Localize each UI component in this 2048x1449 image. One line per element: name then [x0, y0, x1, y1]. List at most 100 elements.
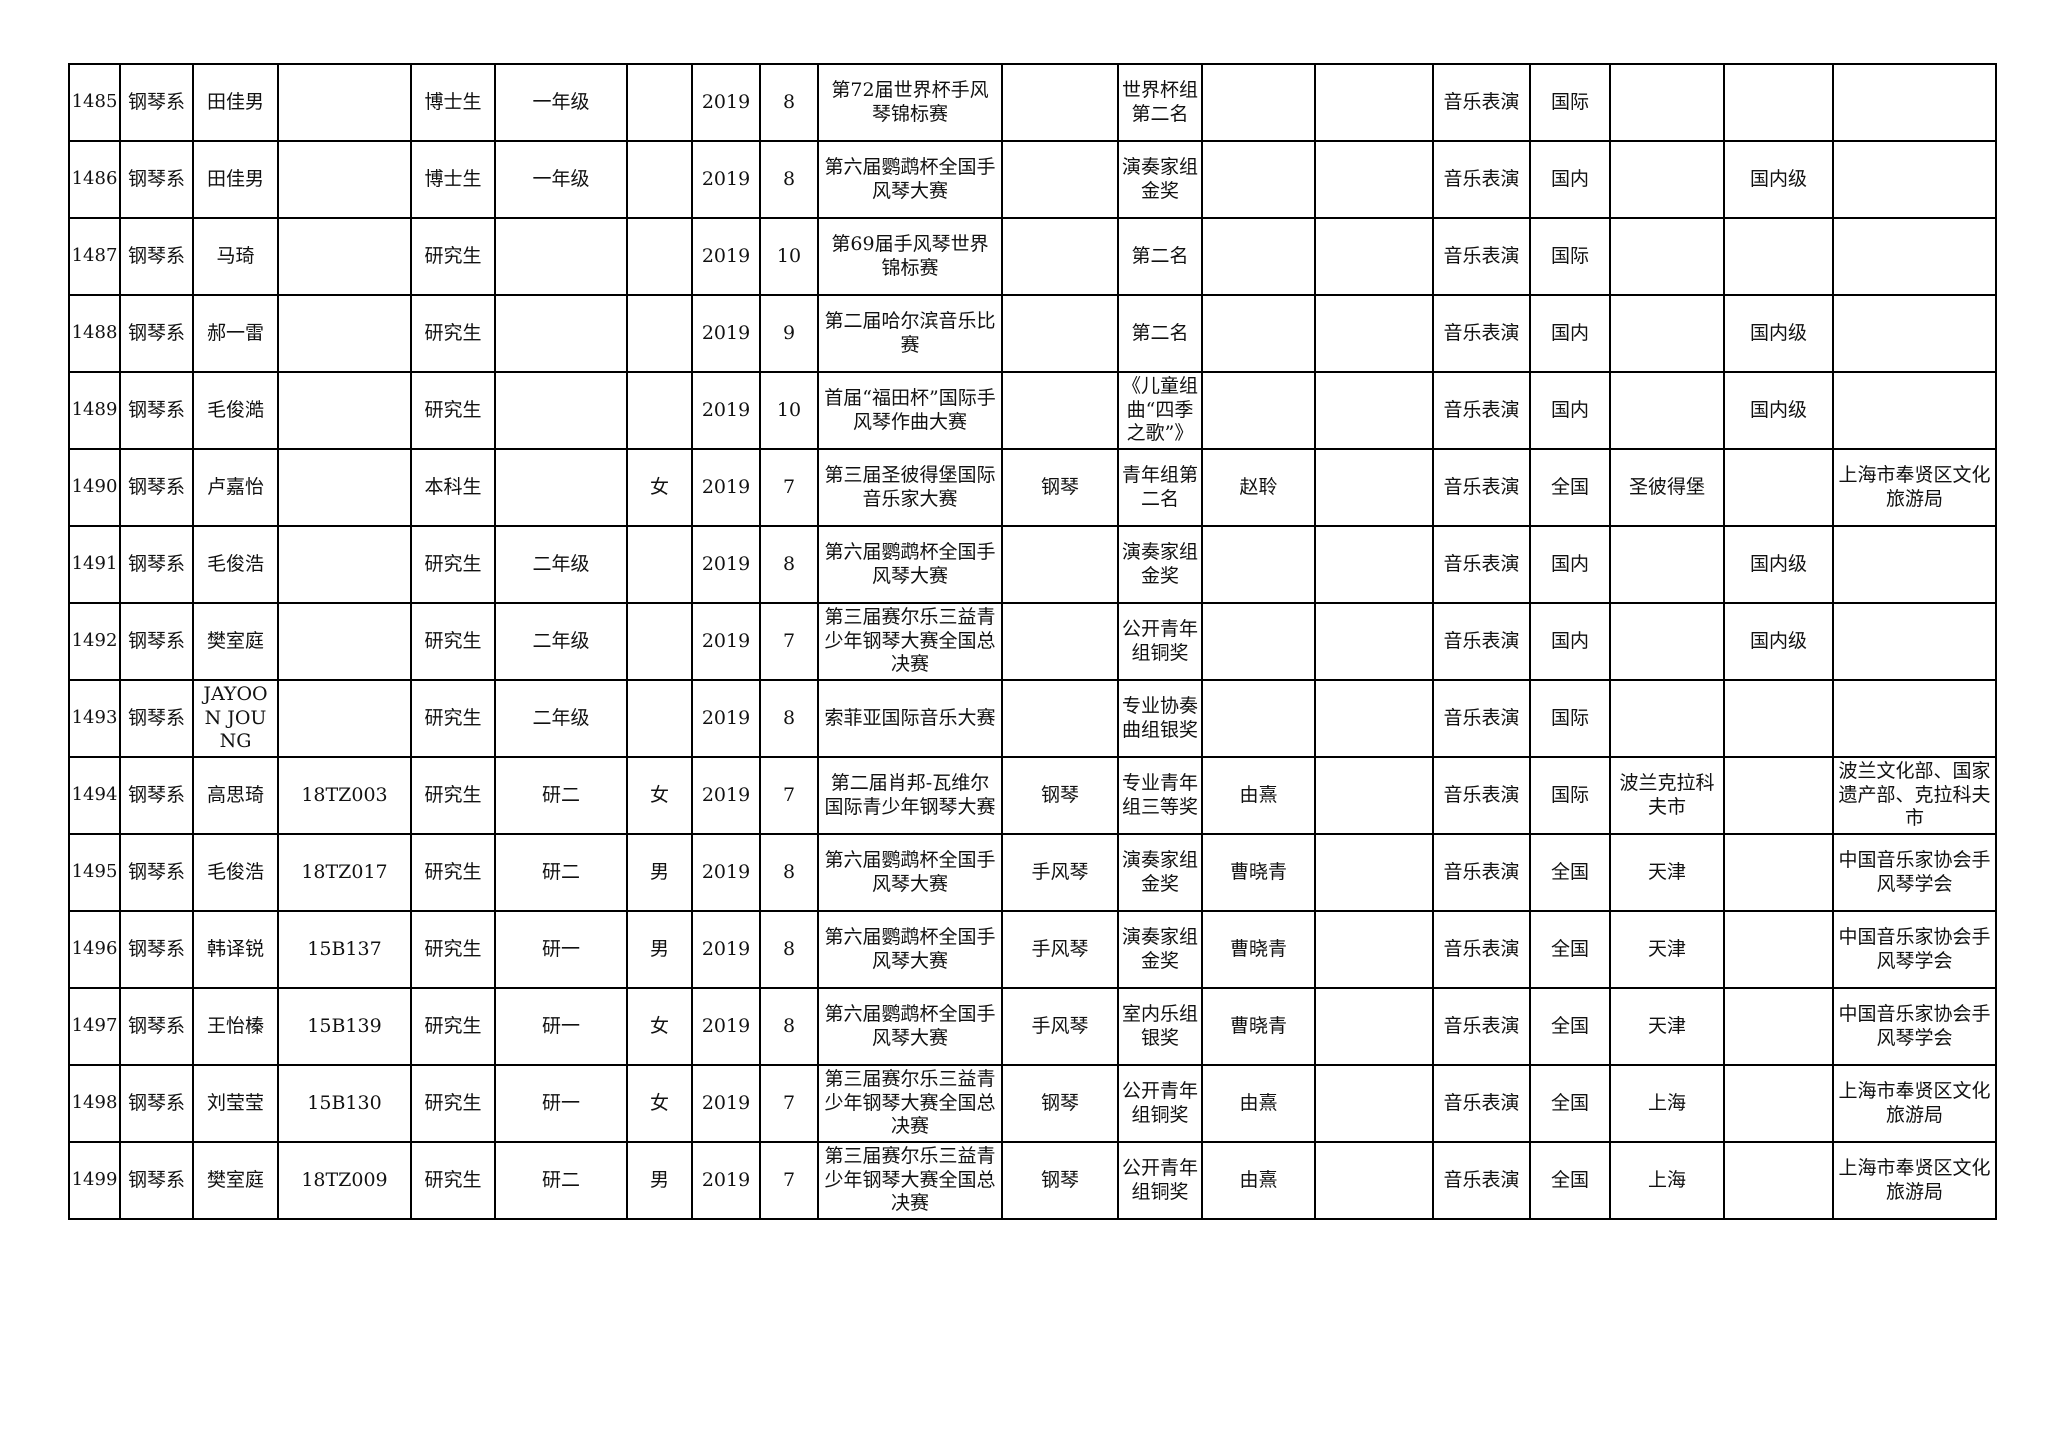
cell-month: 8 — [759, 525, 819, 604]
table-row: 1499 钢琴系 樊室庭 18TZ009 研究生 研二男 2019 7 第三届赛尔乐三益青少年钢… — [68, 1141, 1997, 1220]
cell-category: 音乐表演 — [1432, 217, 1531, 296]
cell-gender — [626, 140, 693, 219]
cell-gender — [626, 525, 693, 604]
cell-category: 音乐表演 — [1432, 371, 1531, 450]
cell-student-id: 15B137 — [277, 910, 412, 989]
cell-blank — [1314, 525, 1434, 604]
cell-rank — [1723, 217, 1834, 296]
table-row: 1495 钢琴系 毛俊浩 18TZ017 研究生 研二男 2019 8 第六届鹦鹉杯全国手风琴大… — [68, 833, 1997, 912]
cell-name: 韩译锐 — [192, 910, 279, 989]
cell-department: 钢琴系 — [119, 1064, 194, 1143]
table-row: 1486 钢琴系 田佳男 博士生 一年级 2019 8 第六届鹦鹉杯全国手风琴大赛 演奏家组金奖… — [68, 140, 1997, 219]
cell-competition: 第六届鹦鹉杯全国手风琴大赛 — [817, 910, 1003, 989]
cell-name: 高思琦 — [192, 756, 279, 835]
cell-number: 1495 — [68, 833, 121, 912]
table-body: 1485 钢琴系 田佳男 博士生 一年级 2019 8 第72届世界杯手风琴锦标赛 世界杯组第二… — [68, 63, 1997, 1220]
cell-location — [1609, 63, 1725, 142]
cell-year: 2019 — [691, 756, 761, 835]
cell-instrument — [1001, 525, 1119, 604]
table-row: 1490 钢琴系 卢嘉怡 本科生 女 2019 7 第三届圣彼得堡国际音乐家大赛 钢琴 青年组第二… — [68, 448, 1997, 527]
cell-blank — [1314, 910, 1434, 989]
cell-teacher: 曹晓青 — [1201, 910, 1316, 989]
cell-department: 钢琴系 — [119, 525, 194, 604]
cell-blank — [1314, 987, 1434, 1066]
table-row: 1487 钢琴系 马琦 研究生 2019 10 第69届手风琴世界锦标赛 第二名 音乐表演 国际 — [68, 217, 1997, 296]
cell-award: 第二名 — [1117, 294, 1203, 373]
cell-department: 钢琴系 — [119, 756, 194, 835]
cell-organizer — [1832, 140, 1997, 219]
cell-gender — [626, 63, 693, 142]
cell-level: 国内 — [1529, 140, 1611, 219]
cell-degree: 研究生 — [410, 679, 496, 758]
cell-degree: 研究生 — [410, 1141, 496, 1220]
cell-name: 郝一雷 — [192, 294, 279, 373]
cell-teacher — [1201, 602, 1316, 681]
cell-instrument: 钢琴 — [1001, 448, 1119, 527]
cell-blank — [1314, 217, 1434, 296]
cell-level: 全国 — [1529, 1064, 1611, 1143]
cell-instrument — [1001, 63, 1119, 142]
cell-organizer: 波兰文化部、国家遗产部、克拉科夫市 — [1832, 756, 1997, 835]
cell-year: 2019 — [691, 910, 761, 989]
cell-category: 音乐表演 — [1432, 602, 1531, 681]
cell-category: 音乐表演 — [1432, 525, 1531, 604]
cell-grade: 二年级 — [494, 602, 628, 681]
cell-teacher — [1201, 140, 1316, 219]
table-row: 1493 钢琴系 JAYOON JOUNG 研究生 二年级 2019 8 索菲亚国际音乐大赛 专… — [68, 679, 1997, 758]
cell-award: 专业青年组三等奖 — [1117, 756, 1203, 835]
cell-organizer — [1832, 294, 1997, 373]
table-row: 1492 钢琴系 樊室庭 研究生 二年级 2019 7 第三届赛尔乐三益青少年钢琴大赛全国总决… — [68, 602, 1997, 681]
cell-rank — [1723, 448, 1834, 527]
cell-level: 国内 — [1529, 525, 1611, 604]
cell-student-id: 18TZ009 — [277, 1141, 412, 1220]
cell-location: 天津 — [1609, 987, 1725, 1066]
cell-month: 8 — [759, 987, 819, 1066]
cell-award: 演奏家组金奖 — [1117, 525, 1203, 604]
cell-year: 2019 — [691, 602, 761, 681]
cell-student-id — [277, 63, 412, 142]
cell-competition: 第二届肖邦-瓦维尔国际青少年钢琴大赛 — [817, 756, 1003, 835]
cell-competition: 第六届鹦鹉杯全国手风琴大赛 — [817, 833, 1003, 912]
cell-rank — [1723, 833, 1834, 912]
cell-degree: 本科生 — [410, 448, 496, 527]
cell-location — [1609, 602, 1725, 681]
cell-name: 毛俊浩 — [192, 525, 279, 604]
cell-department: 钢琴系 — [119, 910, 194, 989]
cell-month: 7 — [759, 1141, 819, 1220]
cell-instrument — [1001, 679, 1119, 758]
cell-level: 全国 — [1529, 910, 1611, 989]
cell-competition: 第三届赛尔乐三益青少年钢琴大赛全国总决赛 — [817, 602, 1003, 681]
table-row: 1498 钢琴系 刘莹莹 15B130 研究生 研一女 2019 7 第三届赛尔乐三益青少年钢琴… — [68, 1064, 1997, 1143]
cell-student-id — [277, 294, 412, 373]
cell-gender: 男 — [626, 910, 693, 989]
cell-rank — [1723, 910, 1834, 989]
cell-competition: 第69届手风琴世界锦标赛 — [817, 217, 1003, 296]
cell-competition: 第三届赛尔乐三益青少年钢琴大赛全国总决赛 — [817, 1141, 1003, 1220]
cell-category: 音乐表演 — [1432, 294, 1531, 373]
cell-name: 刘莹莹 — [192, 1064, 279, 1143]
cell-instrument — [1001, 371, 1119, 450]
table-row: 1497 钢琴系 王怡榛 15B139 研究生 研一女 2019 8 第六届鹦鹉杯全国手风琴大赛… — [68, 987, 1997, 1066]
cell-category: 音乐表演 — [1432, 679, 1531, 758]
cell-blank — [1314, 63, 1434, 142]
cell-competition: 第三届圣彼得堡国际音乐家大赛 — [817, 448, 1003, 527]
cell-competition: 首届“福田杯”国际手风琴作曲大赛 — [817, 371, 1003, 450]
cell-level: 国际 — [1529, 756, 1611, 835]
cell-grade — [494, 448, 628, 527]
cell-competition: 第六届鹦鹉杯全国手风琴大赛 — [817, 525, 1003, 604]
cell-competition: 第六届鹦鹉杯全国手风琴大赛 — [817, 987, 1003, 1066]
cell-name: 马琦 — [192, 217, 279, 296]
cell-award: 公开青年组铜奖 — [1117, 1141, 1203, 1220]
cell-number: 1492 — [68, 602, 121, 681]
cell-department: 钢琴系 — [119, 602, 194, 681]
cell-student-id — [277, 371, 412, 450]
cell-award: 公开青年组铜奖 — [1117, 602, 1203, 681]
cell-rank: 国内级 — [1723, 525, 1834, 604]
cell-number: 1496 — [68, 910, 121, 989]
cell-category: 音乐表演 — [1432, 63, 1531, 142]
cell-rank: 国内级 — [1723, 602, 1834, 681]
cell-degree: 研究生 — [410, 294, 496, 373]
cell-number: 1491 — [68, 525, 121, 604]
cell-teacher — [1201, 294, 1316, 373]
cell-blank — [1314, 1064, 1434, 1143]
